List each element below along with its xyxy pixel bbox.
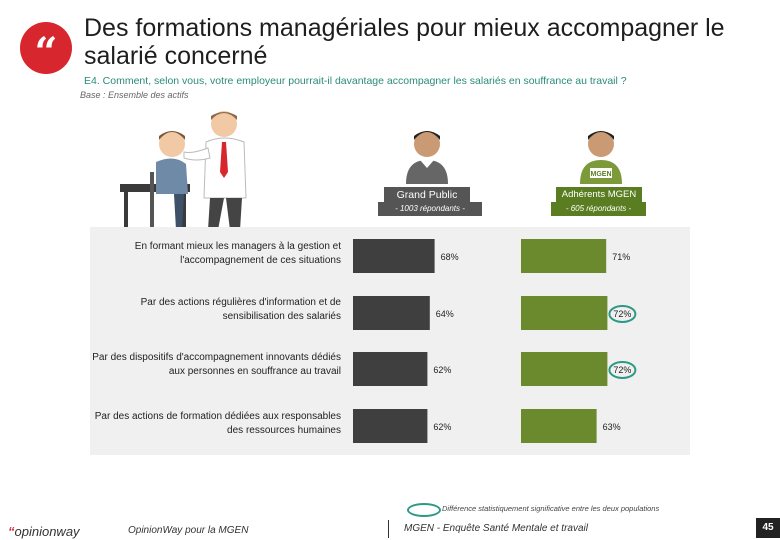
mgen-avatar-icon: MGEN (580, 131, 622, 184)
opinionway-logo: “opinionway (8, 524, 80, 539)
significance-legend-text: Différence statistiquement significative… (442, 504, 660, 513)
data-label-mgen-2: 72% (613, 309, 631, 319)
column-header-grand-public: Grand Public (384, 187, 470, 203)
bar-grand-public-4 (353, 409, 428, 443)
page-number: 45 (756, 518, 780, 538)
data-label-grand-public-4: 62% (433, 422, 451, 432)
quote-logo: “ (20, 22, 72, 74)
bar-grand-public-2 (353, 296, 430, 330)
column-sub-mgen: - 605 répondants - (551, 202, 646, 216)
footer-left-text: OpinionWay pour la MGEN (128, 525, 249, 536)
data-label-grand-public-2: 64% (436, 309, 454, 319)
category-label-4: Par des actions de formation dédiées aux… (94, 411, 341, 436)
data-label-mgen-4: 63% (603, 422, 621, 432)
column-header-mgen: Adhérents MGEN (556, 187, 642, 203)
survey-question: E4. Comment, selon vous, votre employeur… (84, 75, 627, 87)
mgen-badge-text: MGEN (591, 171, 612, 178)
bar-mgen-4 (521, 409, 597, 443)
category-label-1: En formant mieux les managers à la gesti… (134, 241, 341, 266)
category-label-3: Par des dispositifs d'accompagnement inn… (92, 352, 341, 377)
base-note: Base : Ensemble des actifs (80, 90, 189, 100)
manager-employee-illustration (120, 111, 247, 230)
data-label-grand-public-1: 68% (441, 252, 459, 262)
bar-mgen-1 (521, 239, 607, 273)
data-label-mgen-3: 72% (613, 365, 631, 375)
data-label-grand-public-3: 62% (433, 365, 451, 375)
bar-grand-public-1 (353, 239, 435, 273)
footer-right-text: MGEN - Enquête Santé Mentale et travail (404, 523, 588, 534)
bar-grand-public-3 (353, 352, 428, 386)
significance-marker-2 (608, 305, 637, 323)
bar-mgen-3 (521, 352, 608, 386)
column-sub-grand-public: - 1003 répondants - (378, 202, 482, 216)
significance-legend-icon (407, 503, 441, 517)
footer-divider (388, 520, 389, 538)
grand-public-avatar-icon (406, 131, 448, 184)
bar-mgen-2 (521, 296, 608, 330)
category-label-2: Par des actions régulières d'information… (140, 297, 341, 322)
page-title: Des formations managériales pour mieux a… (84, 14, 725, 70)
significance-marker-3 (608, 361, 637, 379)
data-label-mgen-1: 71% (612, 252, 630, 262)
